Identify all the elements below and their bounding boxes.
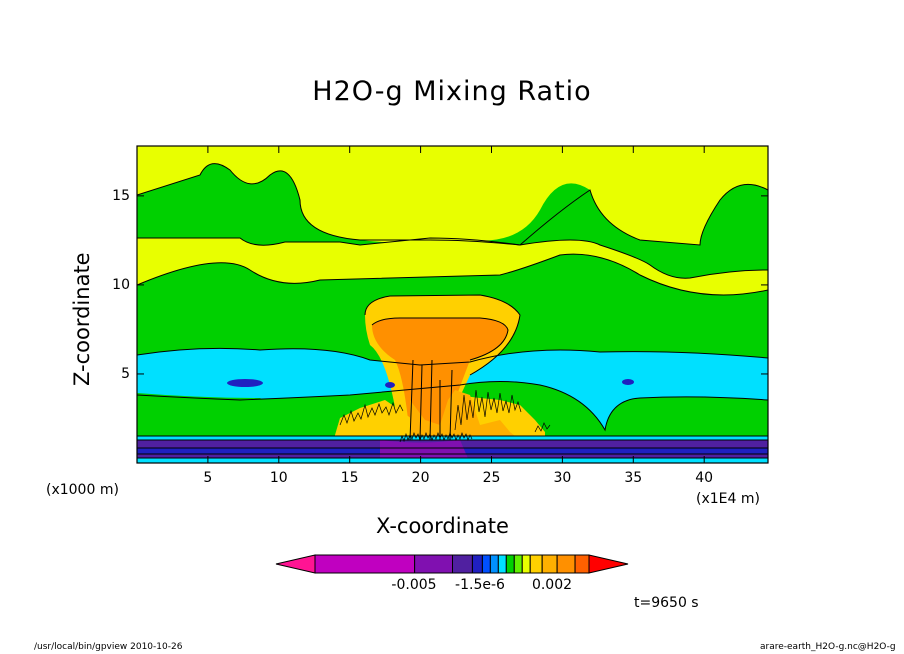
region-surface-cyan <box>137 436 768 442</box>
x-tick-label: 20 <box>411 470 430 486</box>
region-surface-magenta <box>380 440 470 463</box>
colorbar-cell <box>471 554 483 574</box>
colorbar-cell <box>497 554 507 574</box>
colorbar-cell <box>521 554 531 574</box>
y-tick-label: 15 <box>112 187 130 204</box>
time-annotation: t=9650 s <box>634 595 699 611</box>
region-blue-blob-right <box>622 379 634 385</box>
x-tick-label: 10 <box>269 470 288 486</box>
colorbar-label: 0.002 <box>531 577 573 593</box>
x-tick-label: 25 <box>482 470 501 486</box>
colorbar-right-arrow <box>588 554 629 574</box>
x-unit-label: (x1000 m) <box>46 482 119 498</box>
region-blue-blob-left <box>227 379 263 387</box>
colorbar-cell <box>529 554 543 574</box>
colorbar-cell <box>314 554 416 574</box>
turbulent-noise <box>339 389 551 443</box>
colorbar-cell <box>489 554 499 574</box>
x-tick-label: 15 <box>340 470 359 486</box>
colorbar-left-arrow <box>275 554 316 574</box>
x-scale-label: (x1E4 m) <box>696 491 760 507</box>
colorbar-cell <box>513 554 523 574</box>
x-tick-label: 35 <box>624 470 643 486</box>
footer-left-text: /usr/local/bin/gpview 2010-10-26 <box>34 642 183 652</box>
region-anvil-inner <box>372 318 508 440</box>
x-axis-label: X-coordinate <box>376 514 509 538</box>
axis-ticks <box>137 146 768 463</box>
region-surface-cyan-bottom <box>137 458 768 463</box>
x-tick-label: 30 <box>553 470 572 486</box>
plot-frame <box>136 145 769 464</box>
y-axis-label: Z-coordinate <box>70 252 94 386</box>
colorbar-label: -0.005 <box>391 577 437 593</box>
region-mid-yellow <box>137 238 768 295</box>
chart-title: H2O-g Mixing Ratio <box>312 76 592 107</box>
colorbar-cell <box>505 554 515 574</box>
y-tick-label: 10 <box>112 276 130 293</box>
region-cyan-band <box>137 348 768 430</box>
footer-right-text: arare-earth_H2O-g.nc@H2O-g <box>760 642 896 652</box>
colorbar-cell <box>556 554 576 574</box>
region-lower-orange <box>410 390 520 440</box>
x-tick-label: 5 <box>203 470 213 486</box>
colorbar <box>275 554 629 574</box>
colorbar-cell <box>451 554 473 574</box>
colorbar-cell <box>574 554 590 574</box>
contour-lines <box>137 163 768 459</box>
region-top-yellow <box>137 146 768 245</box>
region-blue-blob-mid <box>385 382 395 388</box>
colorbar-cell <box>481 554 491 574</box>
colorbar-cell <box>414 554 453 574</box>
colorbar-cell <box>541 554 558 574</box>
y-tick-label: 5 <box>121 365 130 382</box>
colorbar-label: -1.5e-6 <box>455 577 505 593</box>
x-tick-label: 40 <box>695 470 714 486</box>
contour-field <box>137 146 768 463</box>
